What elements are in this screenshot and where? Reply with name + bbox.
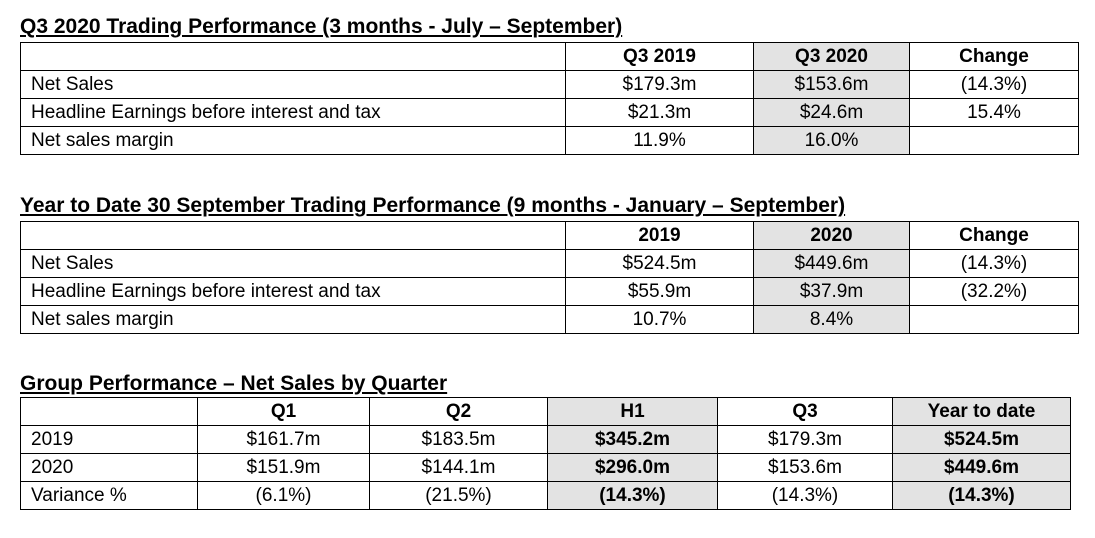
- table-row: 2019 $161.7m $183.5m $345.2m $179.3m $52…: [20, 425, 1071, 454]
- header-blank: [20, 397, 198, 426]
- cell-q3: $179.3m: [717, 425, 893, 454]
- cell-change: [909, 305, 1079, 334]
- row-label: 2020: [20, 453, 198, 482]
- cell-q3-2020: $24.6m: [753, 98, 910, 127]
- cell-q1: (6.1%): [197, 481, 370, 510]
- row-label: Headline Earnings before interest and ta…: [20, 98, 566, 127]
- header-h1: H1: [547, 397, 718, 426]
- table-row: Net sales margin 11.9% 16.0%: [20, 126, 1079, 155]
- row-label: Variance %: [20, 481, 198, 510]
- row-label: Net Sales: [20, 249, 566, 278]
- cell-year-to-date: $524.5m: [892, 425, 1071, 454]
- header-q3-2020: Q3 2020: [753, 42, 910, 71]
- cell-q3-2020: 16.0%: [753, 126, 910, 155]
- cell-q3-2019: $179.3m: [565, 70, 754, 99]
- table-header-row: Q3 2019 Q3 2020 Change: [20, 42, 1079, 71]
- table-row: Net Sales $179.3m $153.6m (14.3%): [20, 70, 1079, 99]
- row-label: 2019: [20, 425, 198, 454]
- cell-2020: $449.6m: [753, 249, 910, 278]
- row-label: Net Sales: [20, 70, 566, 99]
- header-q3-2019: Q3 2019: [565, 42, 754, 71]
- table-row: Headline Earnings before interest and ta…: [20, 98, 1079, 127]
- cell-2019: $524.5m: [565, 249, 754, 278]
- table-row: Net Sales $524.5m $449.6m (14.3%): [20, 249, 1079, 278]
- cell-year-to-date: (14.3%): [892, 481, 1071, 510]
- header-q2: Q2: [369, 397, 548, 426]
- cell-h1: $345.2m: [547, 425, 718, 454]
- cell-q1: $161.7m: [197, 425, 370, 454]
- q3-table-title: Q3 2020 Trading Performance (3 months - …: [20, 15, 623, 38]
- cell-change: 15.4%: [909, 98, 1079, 127]
- table-row: Net sales margin 10.7% 8.4%: [20, 305, 1079, 334]
- row-label: Net sales margin: [20, 126, 566, 155]
- cell-h1: (14.3%): [547, 481, 718, 510]
- table-row: Headline Earnings before interest and ta…: [20, 277, 1079, 306]
- table-header-row: 2019 2020 Change: [20, 221, 1079, 250]
- header-year-to-date: Year to date: [892, 397, 1071, 426]
- cell-year-to-date: $449.6m: [892, 453, 1071, 482]
- cell-change: (14.3%): [909, 70, 1079, 99]
- cell-2019: 10.7%: [565, 305, 754, 334]
- cell-q2: $183.5m: [369, 425, 548, 454]
- table-header-row: Q1 Q2 H1 Q3 Year to date: [20, 397, 1071, 426]
- header-q3: Q3: [717, 397, 893, 426]
- cell-change: (32.2%): [909, 277, 1079, 306]
- cell-change: [909, 126, 1079, 155]
- cell-change: (14.3%): [909, 249, 1079, 278]
- table-row: 2020 $151.9m $144.1m $296.0m $153.6m $44…: [20, 453, 1071, 482]
- cell-q3-2019: 11.9%: [565, 126, 754, 155]
- group-table-title: Group Performance – Net Sales by Quarter: [20, 372, 448, 395]
- header-2019: 2019: [565, 221, 754, 250]
- cell-q3: $153.6m: [717, 453, 893, 482]
- cell-2019: $55.9m: [565, 277, 754, 306]
- cell-q2: $144.1m: [369, 453, 548, 482]
- cell-q1: $151.9m: [197, 453, 370, 482]
- row-label: Headline Earnings before interest and ta…: [20, 277, 566, 306]
- cell-q3: (14.3%): [717, 481, 893, 510]
- header-blank: [20, 42, 566, 71]
- q3-performance-table: Q3 2019 Q3 2020 Change Net Sales $179.3m…: [20, 42, 1079, 155]
- header-change: Change: [909, 42, 1079, 71]
- header-change: Change: [909, 221, 1079, 250]
- table-row: Variance % (6.1%) (21.5%) (14.3%) (14.3%…: [20, 481, 1071, 510]
- cell-h1: $296.0m: [547, 453, 718, 482]
- cell-q3-2019: $21.3m: [565, 98, 754, 127]
- ytd-performance-table: 2019 2020 Change Net Sales $524.5m $449.…: [20, 221, 1079, 334]
- cell-q2: (21.5%): [369, 481, 548, 510]
- cell-2020: 8.4%: [753, 305, 910, 334]
- header-2020: 2020: [753, 221, 910, 250]
- cell-2020: $37.9m: [753, 277, 910, 306]
- cell-q3-2020: $153.6m: [753, 70, 910, 99]
- ytd-table-title: Year to Date 30 September Trading Perfor…: [20, 194, 846, 217]
- header-blank: [20, 221, 566, 250]
- group-net-sales-table: Q1 Q2 H1 Q3 Year to date 2019 $161.7m $1…: [20, 397, 1071, 510]
- header-q1: Q1: [197, 397, 370, 426]
- row-label: Net sales margin: [20, 305, 566, 334]
